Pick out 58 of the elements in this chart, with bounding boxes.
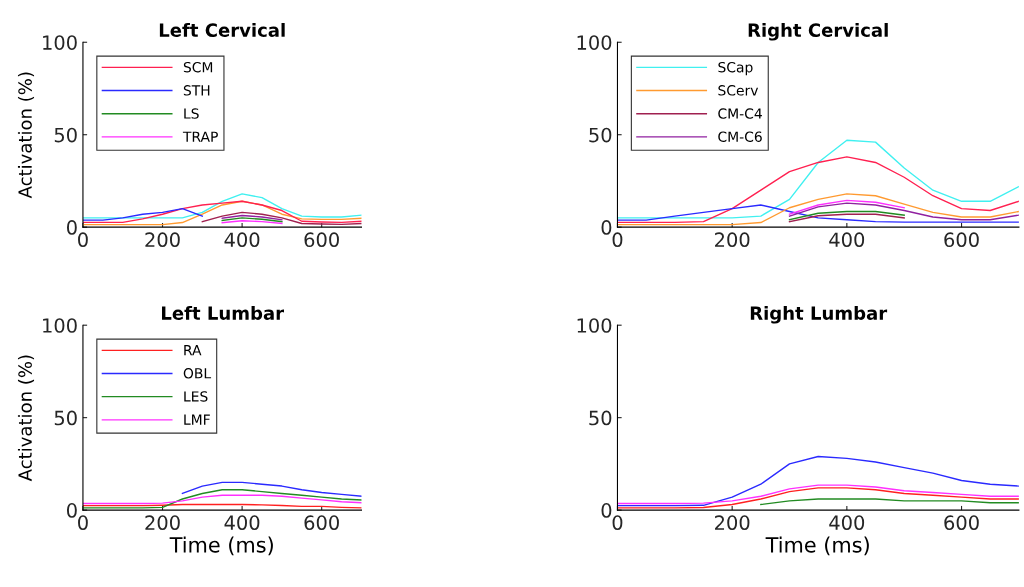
line-series	[82, 494, 362, 505]
x-tick-label: 400	[829, 232, 865, 248]
chart-title: Right Cervical	[748, 22, 888, 41]
line-series	[617, 204, 1019, 223]
line-series	[201, 211, 362, 226]
x-tick-label: 400	[224, 232, 260, 248]
legend-label: RA	[184, 345, 202, 356]
legend-label: CM-C4	[718, 108, 762, 119]
x-axis-title: Time (ms)	[169, 536, 273, 556]
y-tick-label: 50	[589, 127, 612, 143]
x-tick-label: 200	[715, 232, 750, 248]
x-tick-label: 0	[612, 515, 623, 531]
legend-label: LS	[184, 108, 199, 119]
line-series	[82, 193, 362, 219]
chart-title: Left Cervical	[159, 22, 285, 37]
x-tick-label: 200	[145, 515, 180, 531]
legend-label: TRAP	[182, 131, 218, 142]
y-tick-label: 0	[66, 220, 77, 235]
x-tick-label: 600	[944, 232, 979, 248]
line-series	[617, 156, 1019, 224]
x-tick-label: 0	[612, 232, 623, 248]
line-series	[82, 207, 204, 221]
line-series	[617, 455, 1019, 507]
y-tick-label: 0	[601, 220, 612, 235]
x-tick-label: 200	[145, 232, 180, 248]
legend-label: LES	[184, 391, 208, 402]
x-tick-label: 600	[304, 515, 339, 531]
y-tick-label: 50	[54, 410, 77, 426]
x-tick-label: 600	[944, 515, 979, 531]
legend-label: STH	[183, 85, 210, 96]
chart-title: Right Lumbar	[750, 305, 888, 324]
chart-title: Left Lumbar	[162, 305, 285, 320]
legend-label: SCap	[718, 61, 753, 76]
y-tick-label: 0	[601, 503, 612, 518]
x-tick-label: 400	[224, 515, 260, 531]
y-tick-label: 50	[589, 410, 612, 426]
legend-label: SCerv	[718, 85, 759, 96]
line-series	[181, 481, 362, 497]
x-tick-label: 600	[304, 232, 339, 248]
y-axis-title: Activation (%)	[17, 355, 35, 482]
legend-label: LMF	[184, 414, 210, 425]
y-tick-label: 100	[577, 318, 612, 333]
y-tick-label: 100	[43, 318, 77, 333]
x-tick-label: 200	[715, 515, 750, 531]
y-tick-label: 100	[43, 35, 77, 50]
x-axis-title: Time (ms)	[765, 536, 869, 556]
x-tick-label: 0	[78, 515, 88, 531]
y-axis-title: Activation (%)	[17, 72, 35, 199]
legend-label: CM-C6	[718, 131, 762, 142]
y-tick-label: 50	[54, 127, 77, 143]
x-tick-label: 400	[829, 515, 865, 531]
y-tick-label: 100	[577, 35, 612, 50]
x-tick-label: 0	[78, 232, 88, 248]
legend-label: SCM	[183, 61, 213, 73]
line-series	[788, 202, 1019, 221]
y-tick-label: 0	[66, 503, 77, 518]
line-series	[788, 199, 905, 215]
legend-label: OBL	[183, 368, 212, 379]
